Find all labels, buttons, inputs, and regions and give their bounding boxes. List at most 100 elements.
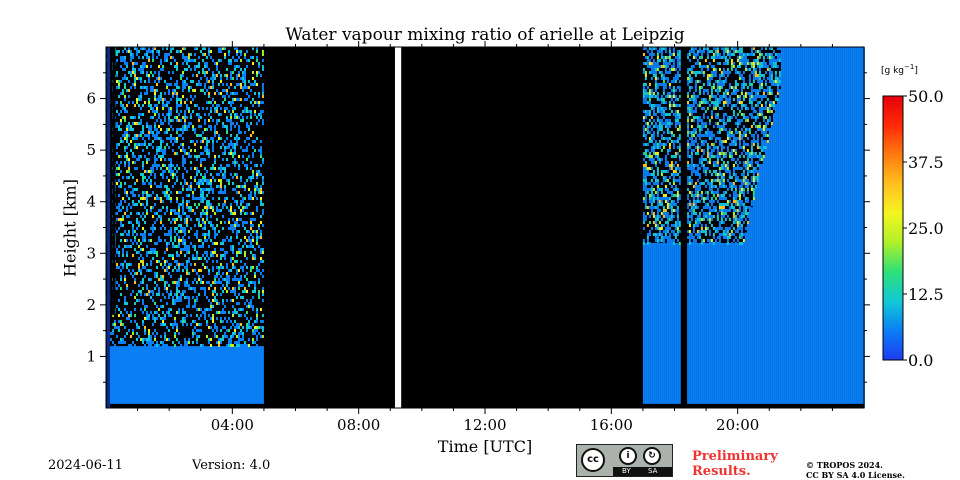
- humidity-speckle: [226, 158, 228, 161]
- humidity-speckle: [148, 335, 150, 338]
- humidity-speckle: [218, 266, 220, 269]
- humidity-speckle: [254, 290, 256, 293]
- humidity-speckle: [648, 92, 651, 95]
- humidity-speckle: [174, 227, 176, 230]
- humidity-speckle: [184, 47, 186, 50]
- humidity-speckle: [182, 197, 184, 200]
- humidity-speckle: [668, 227, 671, 230]
- humidity-speckle: [752, 98, 755, 101]
- humidity-speckle: [260, 155, 262, 158]
- humidity-speckle: [248, 86, 250, 89]
- humidity-speckle: [160, 92, 162, 95]
- humidity-speckle: [186, 344, 188, 347]
- humidity-speckle: [136, 251, 138, 254]
- humidity-speckle: [722, 209, 725, 212]
- humidity-speckle: [182, 188, 184, 191]
- humidity-speckle: [694, 98, 697, 101]
- humidity-speckle: [238, 98, 240, 101]
- humidity-speckle: [726, 236, 729, 239]
- humidity-speckle: [252, 338, 254, 341]
- humidity-speckle: [226, 275, 228, 278]
- humidity-speckle: [150, 104, 152, 107]
- humidity-speckle: [694, 206, 697, 209]
- humidity-speckle: [262, 209, 264, 212]
- humidity-speckle: [206, 89, 208, 92]
- humidity-field: [182, 346, 184, 408]
- humidity-speckle: [662, 98, 665, 101]
- humidity-speckle: [174, 245, 176, 248]
- humidity-speckle: [198, 335, 200, 338]
- humidity-speckle: [220, 146, 222, 149]
- humidity-speckle: [192, 296, 194, 299]
- humidity-speckle: [164, 185, 166, 188]
- humidity-speckle: [160, 128, 162, 131]
- humidity-speckle: [254, 257, 256, 260]
- humidity-speckle: [244, 107, 246, 110]
- humidity-speckle: [228, 179, 230, 182]
- humidity-speckle: [668, 206, 671, 209]
- humidity-speckle: [216, 311, 218, 314]
- humidity-speckle: [740, 188, 743, 191]
- humidity-speckle: [120, 128, 122, 131]
- humidity-speckle: [724, 230, 727, 233]
- humidity-speckle: [180, 110, 182, 113]
- humidity-speckle: [700, 122, 703, 125]
- humidity-speckle: [154, 92, 156, 95]
- humidity-speckle: [142, 62, 144, 65]
- humidity-speckle: [178, 209, 180, 212]
- humidity-speckle: [696, 149, 699, 152]
- humidity-speckle: [196, 308, 198, 311]
- humidity-speckle: [750, 47, 753, 50]
- humidity-field: [124, 346, 126, 408]
- humidity-speckle: [192, 209, 194, 212]
- humidity-speckle: [236, 50, 238, 53]
- humidity-speckle: [168, 119, 170, 122]
- humidity-speckle: [116, 122, 118, 125]
- humidity-speckle: [194, 176, 196, 179]
- humidity-speckle: [710, 65, 713, 68]
- humidity-speckle: [678, 125, 681, 128]
- humidity-speckle: [698, 167, 701, 170]
- humidity-speckle: [656, 239, 659, 242]
- humidity-speckle: [206, 200, 208, 203]
- humidity-speckle: [672, 209, 675, 212]
- humidity-speckle: [166, 206, 168, 209]
- humidity-speckle: [674, 209, 677, 212]
- humidity-speckle: [152, 257, 154, 260]
- humidity-speckle: [664, 170, 667, 173]
- humidity-speckle: [732, 185, 735, 188]
- humidity-speckle: [742, 215, 745, 218]
- humidity-speckle: [736, 125, 739, 128]
- humidity-speckle: [168, 110, 170, 113]
- humidity-speckle: [666, 200, 669, 203]
- humidity-speckle: [232, 146, 234, 149]
- humidity-speckle: [232, 188, 234, 191]
- humidity-speckle: [666, 125, 669, 128]
- humidity-speckle: [160, 200, 162, 203]
- humidity-speckle: [162, 170, 164, 173]
- humidity-speckle: [678, 167, 681, 170]
- humidity-speckle: [194, 245, 196, 248]
- humidity-speckle: [704, 101, 707, 104]
- humidity-field: [162, 346, 164, 408]
- humidity-speckle: [138, 266, 140, 269]
- humidity-speckle: [654, 113, 657, 116]
- humidity-speckle: [250, 317, 252, 320]
- humidity-speckle: [746, 212, 749, 215]
- humidity-speckle: [692, 104, 695, 107]
- humidity-speckle: [136, 188, 138, 191]
- humidity-speckle: [228, 53, 230, 56]
- humidity-speckle: [186, 68, 188, 71]
- humidity-speckle: [192, 89, 194, 92]
- humidity-speckle: [708, 80, 711, 83]
- humidity-speckle: [660, 125, 663, 128]
- humidity-speckle: [730, 188, 733, 191]
- humidity-speckle: [648, 242, 651, 245]
- humidity-speckle: [710, 110, 713, 113]
- humidity-speckle: [692, 65, 695, 68]
- humidity-speckle: [660, 191, 663, 194]
- humidity-speckle: [158, 77, 160, 80]
- humidity-speckle: [716, 80, 719, 83]
- humidity-speckle: [222, 311, 224, 314]
- humidity-speckle: [234, 164, 236, 167]
